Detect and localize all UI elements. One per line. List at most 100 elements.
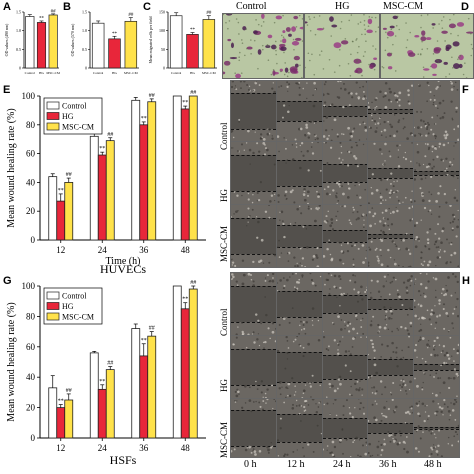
x-tick-label: 12 [56, 443, 65, 453]
transwell-image-hg [304, 13, 380, 79]
y-tick-label: 0.5 [16, 47, 21, 52]
x-tick-label: 24 [98, 443, 108, 453]
bar-msc-cm-12 [64, 182, 74, 241]
bar-msc-cm-36 [147, 335, 157, 439]
significance-mark: ## [107, 132, 113, 138]
panel-letter-a: A [3, 1, 11, 13]
bar-hg [186, 34, 199, 69]
panel-letter-c: C [143, 1, 151, 13]
f-row-control: Control [219, 122, 229, 150]
bar-msc-cm-24 [105, 369, 115, 439]
significance-mark: ** [190, 28, 196, 33]
panel-letter-f: F [462, 84, 469, 96]
time-label-24h: 24 h [333, 459, 351, 470]
significance-mark: ** [99, 146, 105, 152]
significance-mark: ## [66, 172, 72, 178]
time-labels: 0 h 12 h 24 h 36 h 48 h [230, 459, 458, 473]
y-tick-label: 0 [163, 66, 165, 71]
transwell-image-msc [380, 13, 474, 79]
legend-swatch [46, 291, 60, 300]
y-tick-label: 1.0 [82, 28, 87, 33]
chart-title: HUVECs [100, 262, 146, 274]
bar-control-24 [89, 135, 99, 241]
y-tick-label: 0 [19, 66, 21, 71]
transwell-image-control [222, 13, 304, 79]
wound-image [230, 272, 277, 336]
significance-mark: ## [128, 13, 134, 18]
bar-control [91, 22, 105, 69]
x-axis-title: Time (h) [106, 256, 141, 267]
y-tick-label: 0 [31, 235, 36, 245]
y-tick-label: 20 [26, 206, 36, 216]
bar-hg-36 [139, 355, 149, 439]
wound-image [230, 398, 277, 458]
y-tick-label: 0 [31, 433, 36, 443]
time-label-12h: 12 h [287, 459, 305, 470]
significance-mark: ** [99, 379, 105, 385]
wound-image [321, 398, 369, 458]
f-row-hg: HG [219, 189, 229, 202]
legend-label: MSC-CM [62, 123, 94, 132]
bar-control-48 [172, 95, 182, 241]
panel-letter-g: G [3, 275, 12, 287]
x-tick-label: HG [39, 71, 44, 75]
wound-image [367, 204, 415, 268]
wound-image [230, 80, 277, 142]
chart-title: HSFs [110, 453, 137, 467]
wound-image [413, 272, 460, 336]
y-tick-label: 80 [26, 311, 36, 321]
significance-mark: ** [58, 399, 64, 405]
x-tick-label: Control [25, 71, 35, 75]
y-axis-title: Mean wound healing rate (%) [6, 302, 17, 421]
wound-image [321, 80, 369, 142]
bar-control-12 [48, 387, 58, 439]
chart-e: 0 20 40 60 80 100 Mean wound healing rate (%) 1… [6, 90, 206, 274]
wound-image [275, 398, 323, 458]
y-tick-label: 80 [26, 120, 36, 130]
x-tick-label: 36 [139, 245, 149, 255]
x-tick-label: 48 [181, 245, 191, 255]
wound-image [367, 80, 415, 142]
bar-hg-36 [139, 124, 149, 241]
significance-mark: ## [51, 9, 57, 14]
y-tick-label: 0 [85, 66, 87, 71]
wound-image [230, 204, 277, 268]
x-tick-label: 24 [98, 245, 108, 255]
wound-grid-hsf [230, 272, 460, 458]
significance-mark: ** [182, 100, 188, 106]
h-row-control: Control [219, 308, 229, 336]
wound-image [230, 141, 277, 205]
chart-a: 0 0.5 1.0 1.5 OD values (490 nm) Control ** HG #… [4, 9, 60, 75]
bar-hg-12 [56, 200, 66, 241]
bar-control-12 [48, 176, 58, 241]
wound-image [275, 141, 323, 205]
x-tick-label: 48 [181, 443, 191, 453]
legend-swatch [46, 112, 60, 120]
wound-image [321, 335, 369, 399]
significance-mark: ** [58, 188, 64, 194]
chart-g: 0 20 40 60 80 100 Mean wound healing rate (%) 1… [6, 280, 206, 467]
significance-mark: ## [66, 388, 72, 394]
panel-letter-b: B [63, 1, 71, 13]
x-tick-label: MSC-CM [202, 71, 216, 75]
y-tick-label: 40 [26, 372, 36, 382]
y-tick-label: 100 [159, 28, 165, 33]
wound-image [367, 398, 415, 458]
x-tick-label: Control [93, 71, 103, 75]
bar-control-24 [89, 352, 99, 439]
bar-hg [36, 22, 47, 69]
wound-image [413, 398, 460, 458]
y-tick-label: 40 [26, 177, 36, 187]
chart-b: 0 0.5 1.0 1.5 OD values (570 nm) Control ** HG #… [70, 10, 139, 75]
bar-msc-cm-36 [147, 101, 157, 241]
wound-image [367, 272, 415, 336]
wound-image [367, 335, 415, 399]
time-label-0h: 0 h [244, 459, 257, 470]
y-tick-label: 20 [26, 403, 36, 413]
bar-control [169, 15, 183, 69]
x-tick-label: 36 [139, 443, 149, 453]
legend-label: Control [62, 102, 87, 111]
y-tick-label: 100 [22, 281, 36, 291]
d-col-hg: HG [335, 1, 350, 12]
time-label-48h: 48 h [424, 459, 442, 470]
